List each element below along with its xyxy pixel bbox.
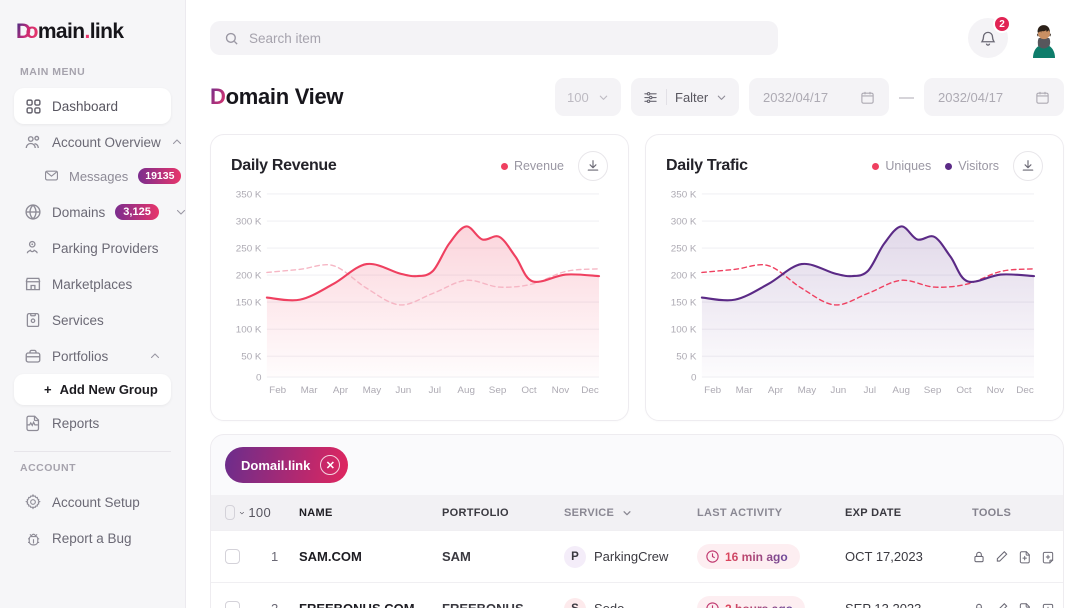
svg-text:Aug: Aug — [457, 385, 475, 396]
svg-text:150 K: 150 K — [236, 298, 262, 309]
svg-text:Dec: Dec — [581, 385, 599, 396]
svg-text:50 K: 50 K — [241, 352, 262, 363]
svg-text:250 K: 250 K — [236, 244, 262, 255]
svg-text:May: May — [798, 385, 817, 396]
svg-text:Feb: Feb — [704, 385, 721, 396]
svg-text:Aug: Aug — [892, 385, 910, 396]
svg-text:Feb: Feb — [269, 385, 286, 396]
svg-text:200 K: 200 K — [671, 271, 697, 282]
svg-text:Jun: Jun — [395, 385, 411, 396]
svg-text:Apr: Apr — [333, 385, 349, 396]
svg-text:50 K: 50 K — [676, 352, 697, 363]
svg-text:350 K: 350 K — [236, 190, 262, 201]
svg-text:200 K: 200 K — [236, 271, 262, 282]
svg-text:Jun: Jun — [830, 385, 846, 396]
svg-text:350 K: 350 K — [671, 190, 697, 201]
svg-text:100 K: 100 K — [236, 325, 262, 336]
svg-text:Sep: Sep — [924, 385, 942, 396]
svg-text:100 K: 100 K — [671, 325, 697, 336]
svg-text:300 K: 300 K — [671, 217, 697, 228]
svg-text:300 K: 300 K — [236, 217, 262, 228]
svg-text:Jul: Jul — [863, 385, 876, 396]
svg-text:0: 0 — [256, 373, 262, 384]
svg-text:Oct: Oct — [956, 385, 972, 396]
svg-text:Mar: Mar — [736, 385, 754, 396]
svg-text:Sep: Sep — [489, 385, 507, 396]
svg-text:Nov: Nov — [987, 385, 1005, 396]
svg-text:Jul: Jul — [428, 385, 441, 396]
svg-text:Dec: Dec — [1016, 385, 1034, 396]
svg-text:May: May — [363, 385, 382, 396]
svg-text:0: 0 — [691, 373, 697, 384]
svg-text:Apr: Apr — [768, 385, 784, 396]
svg-text:Mar: Mar — [301, 385, 319, 396]
svg-text:250 K: 250 K — [671, 244, 697, 255]
svg-text:150 K: 150 K — [671, 298, 697, 309]
svg-text:Oct: Oct — [521, 385, 537, 396]
svg-text:Nov: Nov — [552, 385, 570, 396]
